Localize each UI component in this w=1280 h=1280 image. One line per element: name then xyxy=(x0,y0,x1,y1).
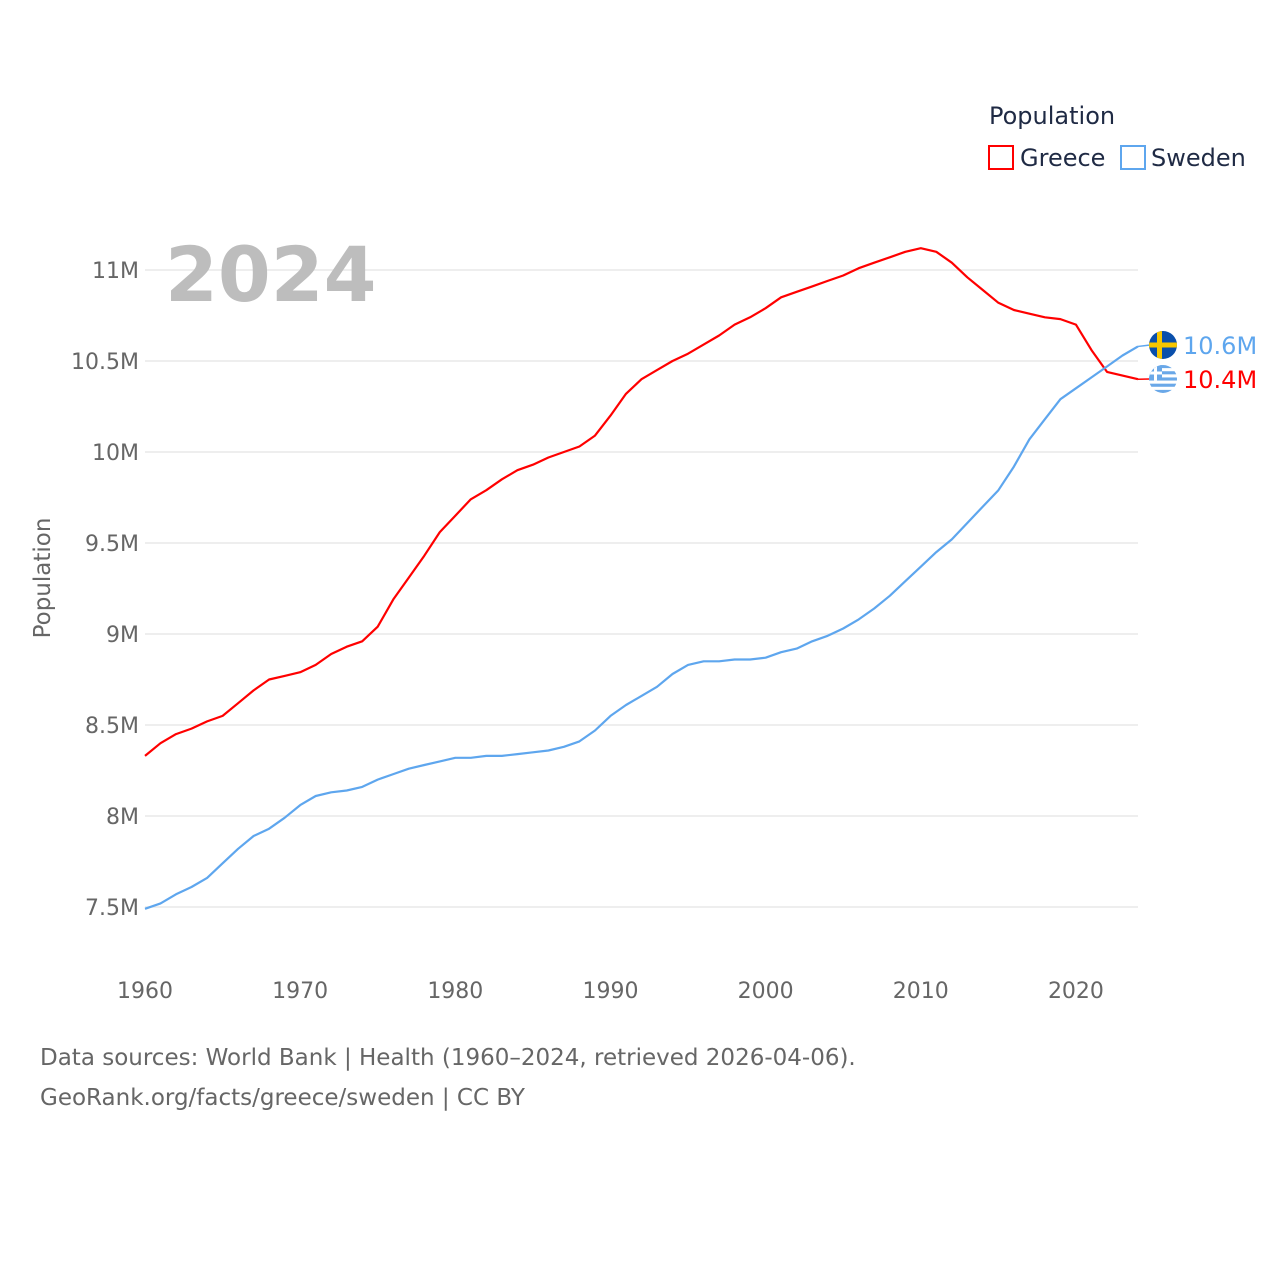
x-tick-label: 2010 xyxy=(893,979,949,1004)
y-tick-label: 9.5M xyxy=(85,532,139,557)
gridlines xyxy=(145,269,1138,908)
y-tick-label: 10.5M xyxy=(71,350,139,375)
x-tick-label: 1960 xyxy=(117,979,173,1004)
series-line-greece xyxy=(144,247,1139,757)
x-tick-label: 1980 xyxy=(427,979,483,1004)
x-tick-label: 2000 xyxy=(738,979,794,1004)
legend: Population Greece Sweden xyxy=(988,102,1246,172)
y-tick-label: 9M xyxy=(106,623,139,648)
legend-item-greece[interactable]: Greece xyxy=(988,144,1105,172)
year-watermark: 2024 xyxy=(165,230,377,319)
legend-item-sweden[interactable]: Sweden xyxy=(1120,144,1246,172)
x-tick-label: 1990 xyxy=(582,979,638,1004)
y-tick-label: 11M xyxy=(92,259,139,284)
legend-label-greece: Greece xyxy=(1020,144,1105,172)
sweden-flag-icon xyxy=(1149,331,1177,359)
x-axis-ticks: 1960 1970 1980 1990 2000 2010 2020 xyxy=(117,979,1104,1004)
x-tick-label: 2020 xyxy=(1048,979,1104,1004)
end-value-greece: 10.4M xyxy=(1183,366,1257,394)
end-labels: 10.4M 10.6M xyxy=(1137,331,1257,394)
legend-swatch-greece xyxy=(988,145,1014,170)
end-value-sweden: 10.6M xyxy=(1183,332,1257,360)
y-tick-label: 8.5M xyxy=(85,714,139,739)
attribution-link[interactable]: GeoRank.org/facts/greece/sweden | CC BY xyxy=(40,1085,525,1111)
y-axis-title: Population xyxy=(30,518,56,639)
greece-flag-icon xyxy=(1149,365,1177,393)
y-tick-label: 10M xyxy=(92,441,139,466)
y-tick-label: 8M xyxy=(106,805,139,830)
x-tick-label: 1970 xyxy=(272,979,328,1004)
data-source-note: Data sources: World Bank | Health (1960–… xyxy=(40,1045,856,1071)
y-tick-label: 7.5M xyxy=(85,896,139,921)
legend-swatch-sweden xyxy=(1120,145,1146,170)
y-axis-ticks: 7.5M 8M 8.5M 9M 9.5M 10M 10.5M 11M xyxy=(71,259,139,921)
series-line-sweden xyxy=(144,345,1139,910)
series-lines xyxy=(144,247,1139,910)
end-connector xyxy=(1137,344,1151,348)
legend-title: Population xyxy=(989,102,1115,130)
legend-label-sweden: Sweden xyxy=(1151,144,1246,172)
